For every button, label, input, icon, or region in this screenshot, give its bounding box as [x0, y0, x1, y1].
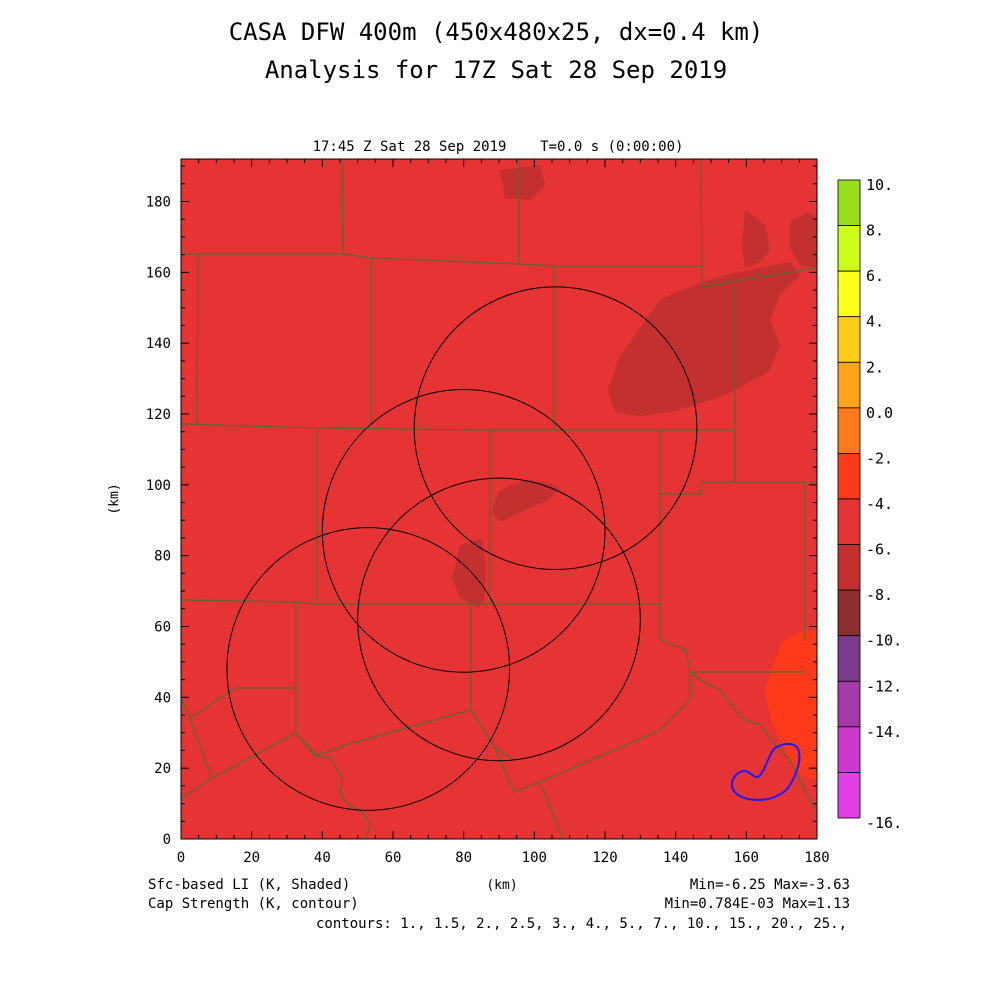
contour-min-max: Min=0.784E-03 Max=1.13: [665, 896, 850, 912]
colorbar-label: -4.: [866, 495, 893, 513]
colorbar-label: -12.: [866, 677, 902, 695]
x-tick-label: 140: [663, 850, 688, 866]
colorbar-label: 0.0: [866, 404, 893, 422]
li-region-southeast-orange: [765, 630, 817, 780]
colorbar-label: -16.: [866, 814, 902, 832]
x-tick-label: 60: [385, 850, 402, 866]
colorbar-label: 6.: [866, 267, 884, 285]
y-tick-label: 160: [146, 265, 171, 281]
shaded-min-max: Min=-6.25 Max=-3.63: [690, 877, 850, 893]
x-axis-ticks: 0 20 40 60 80 100 120 140 160 180: [177, 159, 830, 866]
figure-title-line1: CASA DFW 400m (450x480x25, dx=0.4 km): [229, 18, 764, 46]
x-axis-label: (km): [486, 878, 517, 893]
x-tick-label: 0: [177, 850, 185, 866]
colorbar-swatch: [837, 316, 861, 363]
y-tick-label: 0: [163, 832, 171, 848]
figure-title-line2: Analysis for 17Z Sat 28 Sep 2019: [265, 56, 727, 84]
colorbar-label: 10.: [866, 176, 893, 194]
y-tick-label: 120: [146, 407, 171, 423]
colorbar-swatch: [837, 498, 861, 545]
y-tick-label: 60: [154, 620, 171, 636]
colorbar-label: -8.: [866, 586, 893, 604]
cap-strength-contour: [730, 742, 801, 802]
x-tick-label: 180: [804, 850, 829, 866]
radar-range-rings: [226, 286, 698, 811]
li-region-northeast-streak: [742, 210, 770, 268]
colorbar-swatch: [837, 772, 861, 819]
colorbar-swatch: [837, 453, 861, 500]
radar-range-ring: [321, 389, 606, 673]
county-boundaries: [181, 158, 818, 840]
y-tick-label: 80: [154, 549, 171, 565]
colorbar-label: -10.: [866, 632, 902, 650]
colorbar-swatch: [837, 544, 861, 591]
colorbar-swatch: [837, 361, 861, 409]
colorbar-label: -6.: [866, 541, 893, 559]
map-plot-area: [180, 158, 818, 840]
x-tick-label: 80: [455, 850, 472, 866]
x-tick-label: 20: [243, 850, 260, 866]
contour-field-label: Cap Strength (K, contour): [148, 896, 359, 912]
li-region-west-central: [452, 538, 486, 608]
shaded-field-label: Sfc-based LI (K, Shaded): [148, 877, 350, 893]
colorbar-swatch: [837, 179, 861, 226]
y-tick-label: 140: [146, 336, 171, 352]
x-tick-label: 40: [314, 850, 331, 866]
colorbar-label: 4.: [866, 313, 884, 331]
colorbar-swatch: [837, 680, 861, 728]
li-region-central: [492, 480, 560, 522]
y-tick-label: 20: [154, 761, 171, 777]
colorbar-swatch: [837, 407, 861, 454]
colorbar-swatch: [837, 225, 861, 272]
y-tick-label: 40: [154, 690, 171, 706]
li-region-northeast: [608, 262, 800, 416]
contour-levels: contours: 1., 1.5, 2., 2.5, 3., 4., 5., …: [316, 916, 847, 932]
y-axis-ticks: 0 20 40 60 80 100 120 140 160 180: [146, 165, 817, 848]
colorbar: 10. 8. 6. 4. 2. 0.0 -2. -4. -6. -8. -10. -12. -14. -1…: [837, 176, 902, 832]
x-tick-label: 160: [734, 850, 759, 866]
x-tick-label: 120: [592, 850, 617, 866]
radar-range-ring: [226, 527, 511, 811]
colorbar-label: 8.: [866, 222, 884, 240]
li-region-north: [500, 165, 545, 200]
colorbar-label: -2.: [866, 449, 893, 467]
radar-range-ring: [357, 477, 641, 762]
colorbar-swatch: [837, 726, 861, 773]
valid-time-subtitle: 17:45 Z Sat 28 Sep 2019 T=0.0 s (0:00:00…: [313, 139, 684, 155]
li-region-northeast-edge: [790, 212, 817, 268]
radar-range-ring: [413, 286, 698, 570]
colorbar-label: -14.: [866, 723, 902, 741]
colorbar-swatch: [837, 635, 861, 682]
x-tick-label: 100: [522, 850, 547, 866]
y-tick-label: 180: [146, 195, 171, 211]
colorbar-swatch: [837, 589, 861, 637]
colorbar-swatch: [837, 270, 861, 318]
y-tick-label: 100: [146, 478, 171, 494]
colorbar-label: 2.: [866, 358, 884, 376]
y-axis-label: (km): [107, 483, 122, 514]
